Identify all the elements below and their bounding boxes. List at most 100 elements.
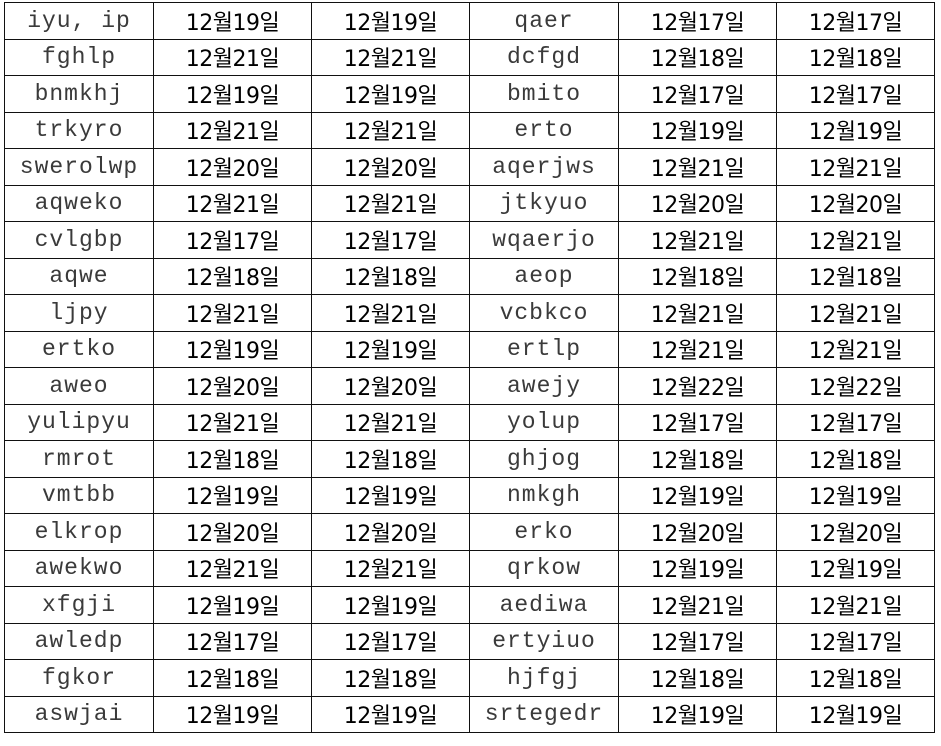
date-cell[interactable]: 12월18일: [618, 257, 777, 295]
date-cell[interactable]: 12월18일: [618, 659, 777, 697]
date-cell[interactable]: 12월19일: [311, 330, 470, 368]
date-cell[interactable]: 12월22일: [618, 367, 777, 405]
date-cell[interactable]: 12월19일: [776, 695, 935, 733]
date-cell[interactable]: 12월17일: [776, 75, 935, 113]
date-cell[interactable]: 12월20일: [618, 513, 777, 551]
date-cell[interactable]: 12월17일: [311, 622, 470, 660]
date-cell[interactable]: 12월21일: [311, 294, 470, 332]
name-cell[interactable]: erko: [469, 513, 619, 551]
date-cell[interactable]: 12월21일: [311, 403, 470, 441]
name-cell[interactable]: vmtbb: [4, 476, 154, 514]
date-cell[interactable]: 12월18일: [776, 440, 935, 478]
date-cell[interactable]: 12월17일: [153, 221, 312, 259]
date-cell[interactable]: 12월18일: [311, 257, 470, 295]
name-cell[interactable]: dcfgd: [469, 38, 619, 76]
date-cell[interactable]: 12월21일: [153, 403, 312, 441]
date-cell[interactable]: 12월21일: [311, 184, 470, 222]
name-cell[interactable]: xfgji: [4, 586, 154, 624]
date-cell[interactable]: 12월21일: [153, 111, 312, 149]
name-cell[interactable]: ljpy: [4, 294, 154, 332]
date-cell[interactable]: 12월18일: [153, 659, 312, 697]
date-cell[interactable]: 12월19일: [153, 476, 312, 514]
date-cell[interactable]: 12월17일: [618, 75, 777, 113]
name-cell[interactable]: elkrop: [4, 513, 154, 551]
date-cell[interactable]: 12월19일: [153, 330, 312, 368]
date-cell[interactable]: 12월19일: [311, 586, 470, 624]
name-cell[interactable]: ertko: [4, 330, 154, 368]
date-cell[interactable]: 12월21일: [618, 148, 777, 186]
date-cell[interactable]: 12월21일: [618, 330, 777, 368]
date-cell[interactable]: 12월18일: [618, 440, 777, 478]
date-cell[interactable]: 12월18일: [153, 440, 312, 478]
date-cell[interactable]: 12월21일: [776, 148, 935, 186]
date-cell[interactable]: 12월21일: [776, 586, 935, 624]
date-cell[interactable]: 12월20일: [153, 148, 312, 186]
name-cell[interactable]: aqwe: [4, 257, 154, 295]
date-cell[interactable]: 12월19일: [776, 549, 935, 587]
date-cell[interactable]: 12월19일: [153, 586, 312, 624]
date-cell[interactable]: 12월21일: [153, 549, 312, 587]
date-cell[interactable]: 12월19일: [311, 2, 470, 40]
name-cell[interactable]: wqaerjo: [469, 221, 619, 259]
name-cell[interactable]: erto: [469, 111, 619, 149]
date-cell[interactable]: 12월21일: [618, 294, 777, 332]
date-cell[interactable]: 12월19일: [311, 75, 470, 113]
date-cell[interactable]: 12월17일: [311, 221, 470, 259]
date-cell[interactable]: 12월20일: [153, 367, 312, 405]
date-cell[interactable]: 12월21일: [618, 221, 777, 259]
date-cell[interactable]: 12월18일: [776, 659, 935, 697]
name-cell[interactable]: qaer: [469, 2, 619, 40]
date-cell[interactable]: 12월17일: [776, 2, 935, 40]
name-cell[interactable]: aqerjws: [469, 148, 619, 186]
name-cell[interactable]: vcbkco: [469, 294, 619, 332]
name-cell[interactable]: awejy: [469, 367, 619, 405]
date-cell[interactable]: 12월21일: [311, 549, 470, 587]
date-cell[interactable]: 12월17일: [776, 622, 935, 660]
name-cell[interactable]: aweo: [4, 367, 154, 405]
date-cell[interactable]: 12월19일: [776, 476, 935, 514]
name-cell[interactable]: yulipyu: [4, 403, 154, 441]
date-cell[interactable]: 12월18일: [776, 38, 935, 76]
date-cell[interactable]: 12월18일: [618, 38, 777, 76]
name-cell[interactable]: trkyro: [4, 111, 154, 149]
date-cell[interactable]: 12월19일: [153, 695, 312, 733]
date-cell[interactable]: 12월17일: [618, 403, 777, 441]
date-cell[interactable]: 12월18일: [311, 440, 470, 478]
name-cell[interactable]: bmito: [469, 75, 619, 113]
name-cell[interactable]: awekwo: [4, 549, 154, 587]
date-cell[interactable]: 12월22일: [776, 367, 935, 405]
date-cell[interactable]: 12월20일: [311, 367, 470, 405]
name-cell[interactable]: ertlp: [469, 330, 619, 368]
date-cell[interactable]: 12월19일: [618, 549, 777, 587]
name-cell[interactable]: ertyiuo: [469, 622, 619, 660]
date-cell[interactable]: 12월17일: [618, 2, 777, 40]
date-cell[interactable]: 12월21일: [618, 586, 777, 624]
date-cell[interactable]: 12월17일: [618, 622, 777, 660]
date-cell[interactable]: 12월19일: [311, 476, 470, 514]
date-cell[interactable]: 12월19일: [153, 75, 312, 113]
date-cell[interactable]: 12월21일: [311, 111, 470, 149]
date-cell[interactable]: 12월21일: [153, 294, 312, 332]
name-cell[interactable]: iyu, ip: [4, 2, 154, 40]
name-cell[interactable]: bnmkhj: [4, 75, 154, 113]
date-cell[interactable]: 12월20일: [311, 513, 470, 551]
date-cell[interactable]: 12월21일: [153, 184, 312, 222]
name-cell[interactable]: aeop: [469, 257, 619, 295]
date-cell[interactable]: 12월19일: [618, 476, 777, 514]
date-cell[interactable]: 12월17일: [776, 403, 935, 441]
name-cell[interactable]: fghlp: [4, 38, 154, 76]
name-cell[interactable]: yolup: [469, 403, 619, 441]
name-cell[interactable]: ghjog: [469, 440, 619, 478]
date-cell[interactable]: 12월20일: [311, 148, 470, 186]
date-cell[interactable]: 12월19일: [153, 2, 312, 40]
date-cell[interactable]: 12월20일: [776, 513, 935, 551]
date-cell[interactable]: 12월21일: [776, 330, 935, 368]
name-cell[interactable]: nmkgh: [469, 476, 619, 514]
name-cell[interactable]: aediwa: [469, 586, 619, 624]
date-cell[interactable]: 12월19일: [618, 695, 777, 733]
date-cell[interactable]: 12월20일: [618, 184, 777, 222]
name-cell[interactable]: awledp: [4, 622, 154, 660]
name-cell[interactable]: rmrot: [4, 440, 154, 478]
name-cell[interactable]: aqweko: [4, 184, 154, 222]
date-cell[interactable]: 12월18일: [153, 257, 312, 295]
